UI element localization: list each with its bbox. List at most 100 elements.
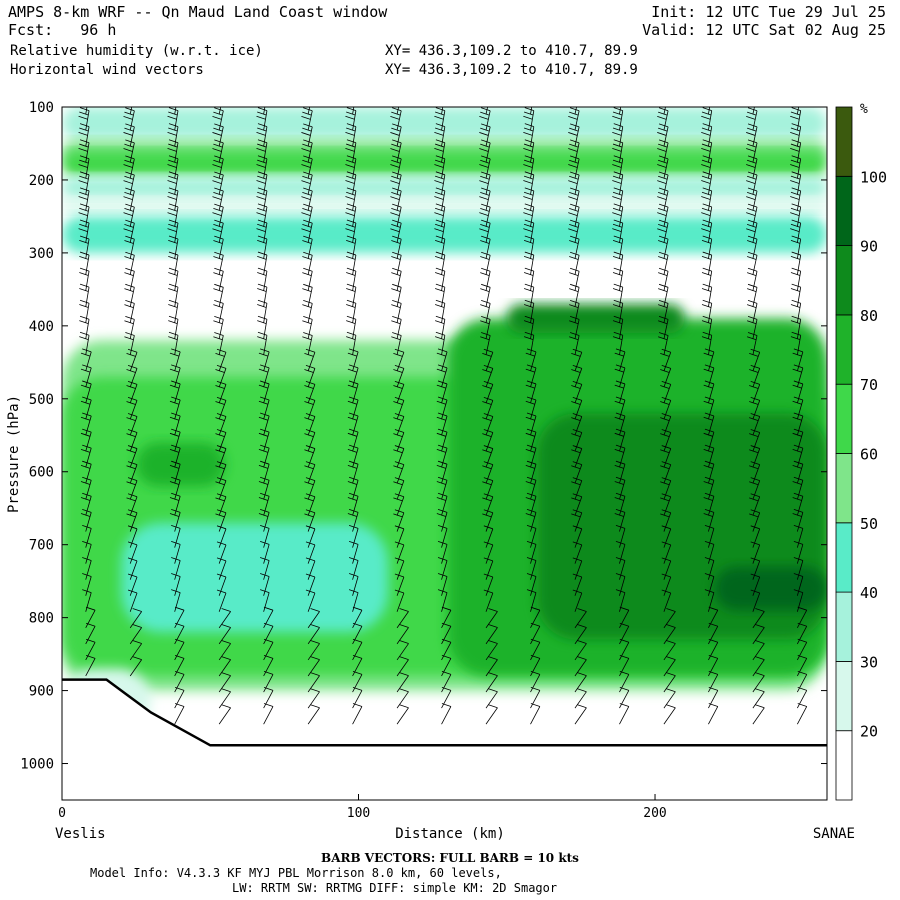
- wind-barb: [213, 316, 224, 340]
- wind-barb: [525, 396, 537, 420]
- wind-barb: [701, 107, 713, 131]
- wind-barb: [258, 396, 270, 420]
- wind-barb: [345, 219, 357, 243]
- wind-barb: [215, 348, 227, 372]
- wind-barb: [174, 687, 185, 709]
- wind-barb: [661, 525, 672, 548]
- wind-barb: [703, 492, 715, 516]
- wind-barb: [212, 219, 224, 243]
- wind-barb: [574, 640, 587, 661]
- wind-barb: [218, 704, 231, 725]
- wind-barb: [80, 460, 92, 484]
- wind-barb: [752, 704, 765, 725]
- wind-barb: [212, 123, 224, 147]
- x-tick-label: 100: [347, 806, 370, 821]
- x-tick-label: 200: [643, 806, 666, 821]
- wind-barb: [614, 396, 626, 420]
- wind-barb: [304, 348, 316, 372]
- wind-barb: [390, 139, 402, 163]
- wind-barb: [215, 509, 227, 532]
- wind-barb: [525, 444, 537, 468]
- wind-barb: [391, 235, 402, 259]
- wind-barb: [796, 654, 808, 677]
- wind-barb: [571, 380, 583, 404]
- wind-barb: [304, 461, 316, 484]
- wind-barb: [174, 622, 185, 645]
- wind-barb: [169, 428, 181, 452]
- wind-barb: [434, 139, 446, 163]
- wind-barb: [701, 187, 713, 211]
- wind-barb: [171, 541, 181, 564]
- wind-barb: [301, 187, 313, 211]
- colorbar-swatch: [835, 106, 853, 177]
- wind-barb: [394, 573, 405, 596]
- field-name-wind: Horizontal wind vectors: [10, 62, 204, 78]
- wind-barb: [704, 524, 715, 548]
- wind-barb: [790, 203, 802, 227]
- rh-region-4: [62, 198, 827, 213]
- wind-barb: [657, 139, 669, 163]
- wind-barb: [304, 429, 316, 452]
- wind-barb: [78, 123, 90, 147]
- colorbar-swatch: [835, 383, 853, 454]
- colorbar-label: 100: [860, 168, 887, 186]
- wind-barb: [216, 589, 227, 612]
- wind-barb: [301, 139, 313, 163]
- wind-barb: [352, 606, 363, 629]
- wind-barb: [571, 397, 583, 420]
- wind-barb: [571, 445, 583, 468]
- wind-barb: [525, 412, 537, 436]
- wind-barb: [657, 219, 669, 243]
- wind-barb: [78, 187, 90, 211]
- y-tick-label: 400: [29, 319, 54, 335]
- wind-barb: [216, 573, 227, 596]
- wind-barb: [124, 283, 135, 307]
- colorbar-swatch: [835, 453, 853, 524]
- wind-barb: [436, 396, 448, 420]
- wind-barb: [174, 670, 185, 693]
- wind-barb: [796, 687, 808, 709]
- wind-barb: [301, 155, 313, 179]
- wind-barb: [390, 107, 402, 131]
- wind-barb: [256, 139, 268, 163]
- wind-barb: [526, 524, 537, 548]
- y-tick-label: 100: [29, 100, 54, 116]
- wind-barb: [302, 283, 313, 307]
- wind-barb: [174, 606, 185, 629]
- wind-barb: [126, 477, 138, 500]
- wind-barb: [391, 283, 402, 307]
- wind-barb: [572, 573, 583, 596]
- wind-barb: [615, 573, 626, 596]
- wind-barb: [79, 235, 90, 259]
- wind-barb: [218, 672, 231, 693]
- wind-barb: [525, 428, 537, 452]
- wind-barb: [483, 541, 494, 564]
- wind-barb: [530, 622, 541, 645]
- wind-barb: [129, 640, 142, 661]
- wind-barb: [523, 203, 535, 227]
- colorbar-label: 60: [860, 446, 878, 464]
- wind-barb: [434, 123, 446, 147]
- wind-barb: [263, 622, 274, 645]
- wind-barb: [174, 703, 185, 725]
- wind-barb: [79, 315, 90, 340]
- xy-range-1: XY= 436.3,109.2 to 410.7, 89.9: [385, 43, 638, 59]
- wind-barb: [530, 606, 541, 629]
- wind-barb: [612, 123, 624, 147]
- wind-barb: [168, 299, 179, 323]
- wind-barb: [256, 155, 268, 179]
- wind-barb: [307, 640, 320, 661]
- colorbar-swatch: [835, 591, 853, 662]
- wind-barb: [746, 251, 758, 275]
- wind-barb: [479, 187, 491, 211]
- wind-barb: [260, 557, 270, 580]
- wind-barb: [746, 299, 758, 324]
- wind-barb: [437, 589, 448, 612]
- wind-barb: [390, 123, 402, 147]
- wind-barb: [574, 656, 587, 677]
- wind-barb: [701, 123, 713, 147]
- wind-barb: [302, 251, 313, 275]
- wind-barb: [123, 203, 135, 227]
- wind-barb: [301, 219, 313, 243]
